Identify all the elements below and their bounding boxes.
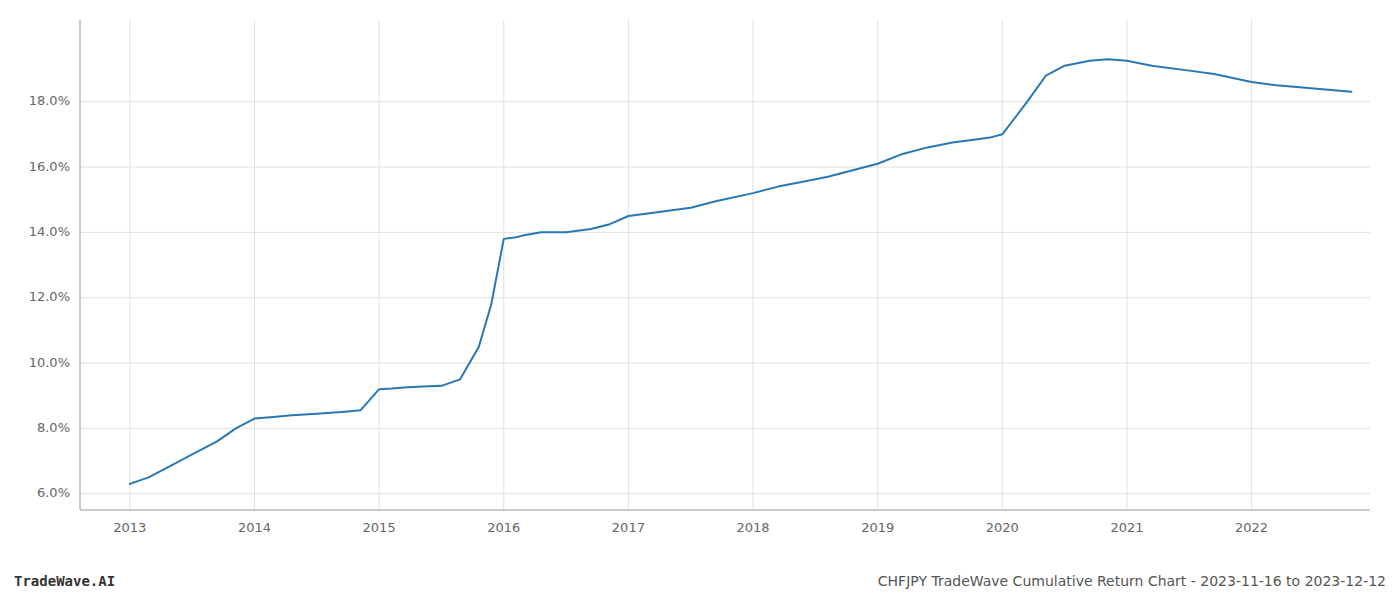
x-grid-line [1126,20,1127,510]
x-grid-line [254,20,255,510]
y-grid-line [80,493,1370,494]
x-tick-label: 2015 [363,520,396,535]
chart-container: 6.0% 8.0% 10.0% 12.0% 14.0% 16.0% 18.0% 2013 201… [0,0,1400,600]
x-tick-label: 2021 [1110,520,1143,535]
x-tick-label: 2016 [487,520,520,535]
x-tick-label: 2020 [986,520,1019,535]
x-tick-label: 2013 [113,520,146,535]
grid [80,20,1370,510]
x-grid-line [1251,20,1252,510]
y-tick-label: 12.0% [29,289,70,304]
y-grid-line [80,232,1370,233]
data-line [130,59,1351,484]
x-grid-line [503,20,504,510]
x-grid-line [379,20,380,510]
y-tick-label: 18.0% [29,93,70,108]
y-grid-line [80,167,1370,168]
ticks: 6.0% 8.0% 10.0% 12.0% 14.0% 16.0% 18.0% 2013 201… [29,93,1268,535]
chart-svg: 6.0% 8.0% 10.0% 12.0% 14.0% 16.0% 18.0% 2013 201… [0,0,1400,600]
y-axis-line [80,20,81,510]
x-tick-label: 2017 [612,520,645,535]
y-tick-label: 8.0% [37,420,70,435]
y-tick-label: 16.0% [29,159,70,174]
y-grid-line [80,363,1370,364]
y-grid-line [80,428,1370,429]
x-tick-label: 2014 [238,520,271,535]
title: CHFJPY TradeWave Cumulative Return Chart… [878,573,1386,589]
x-grid-line [628,20,629,510]
y-grid-line [80,297,1370,298]
background [0,0,1400,600]
x-tick-label: 2018 [736,520,769,535]
watermark: TradeWave.AI [14,573,115,589]
y-tick-label: 6.0% [37,485,70,500]
y-tick-label: 10.0% [29,355,70,370]
x-grid-line [877,20,878,510]
y-tick-label: 14.0% [29,224,70,239]
x-axis-line [80,510,1370,511]
plot-area [130,59,1351,484]
x-grid-line [1002,20,1003,510]
y-grid-line [80,101,1370,102]
x-tick-label: 2022 [1235,520,1268,535]
x-grid-line [753,20,754,510]
x-tick-label: 2019 [861,520,894,535]
page: {"chart_data": {"type": "line", "title":… [0,0,1400,600]
x-grid-line [129,20,130,510]
